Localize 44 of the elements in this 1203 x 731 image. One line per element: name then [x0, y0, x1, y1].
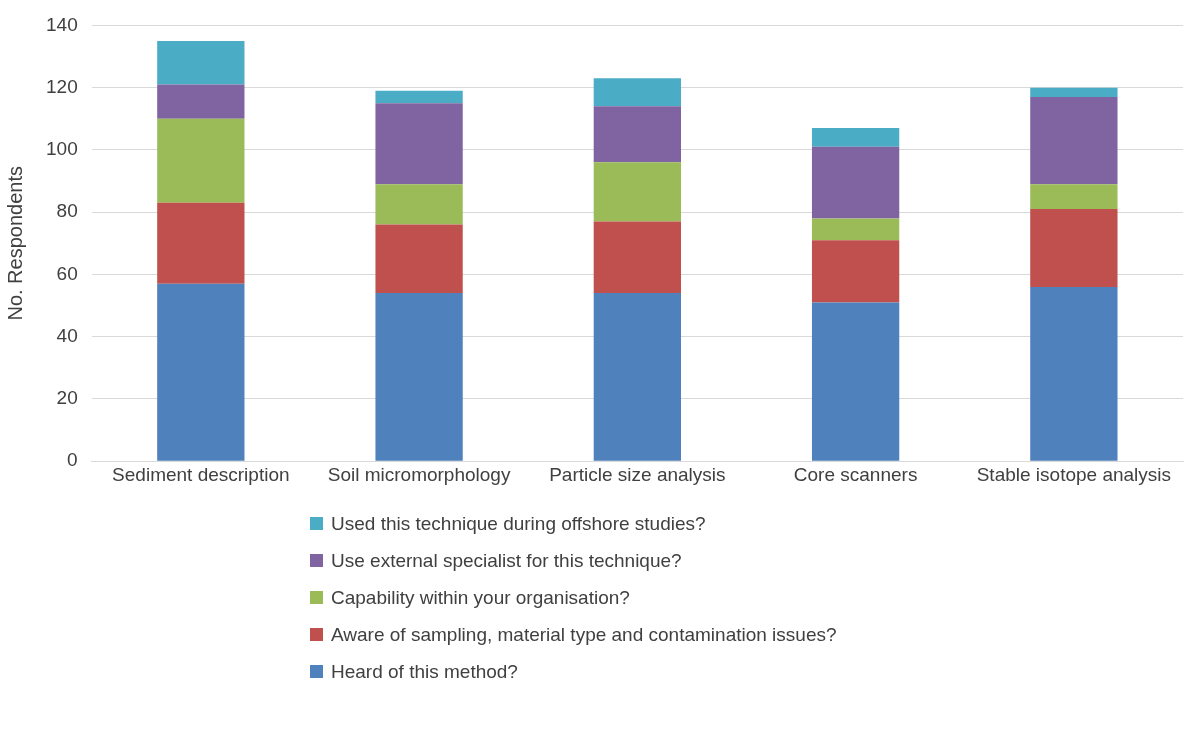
x-tick-label: Particle size analysis — [549, 463, 726, 485]
bar — [375, 90, 463, 104]
legend-label: Capability within your organisation? — [331, 586, 630, 609]
bar — [593, 78, 681, 107]
x-tick-label: Stable isotope analysis — [976, 463, 1172, 485]
y-tick-label: 100 — [46, 138, 78, 160]
y-tick-label: 80 — [56, 200, 78, 222]
bar — [811, 240, 900, 303]
bar — [593, 106, 681, 163]
y-tick-label: 60 — [56, 262, 78, 284]
y-tick-label: 40 — [56, 324, 78, 346]
bar — [157, 202, 245, 284]
bar — [1030, 286, 1118, 461]
x-tick-label: Sediment description — [112, 463, 290, 485]
bar — [157, 84, 245, 119]
y-tick-label: 120 — [46, 75, 78, 97]
bar — [1030, 97, 1118, 185]
y-tick-label: 0 — [67, 449, 78, 471]
legend-label: Use external specialist for this technique? — [331, 549, 682, 572]
bar — [157, 118, 245, 203]
bar — [811, 128, 900, 147]
bar — [811, 302, 900, 461]
bar — [375, 184, 463, 225]
bar — [1030, 87, 1118, 97]
bar — [157, 40, 245, 85]
bar — [1030, 184, 1118, 210]
bar — [375, 224, 463, 294]
y-axis-title: No. Respondents — [3, 166, 26, 321]
bar — [375, 103, 463, 185]
legend-label: Heard of this method? — [331, 660, 518, 683]
bar — [811, 218, 900, 241]
bar — [1030, 209, 1118, 287]
bar — [593, 221, 681, 294]
legend-label: Aware of sampling, material type and contamination issues? — [331, 623, 837, 646]
x-tick-label: Core scanners — [793, 463, 918, 485]
bar — [593, 162, 681, 222]
x-tick-label: Soil micromorphology — [327, 463, 511, 485]
bar — [593, 293, 681, 461]
y-tick-label: 140 — [46, 13, 78, 35]
bar — [811, 146, 900, 219]
bar — [157, 283, 245, 461]
legend-label: Used this technique during offshore studies? — [331, 512, 706, 535]
bar — [375, 293, 463, 461]
y-tick-label: 20 — [56, 387, 78, 409]
